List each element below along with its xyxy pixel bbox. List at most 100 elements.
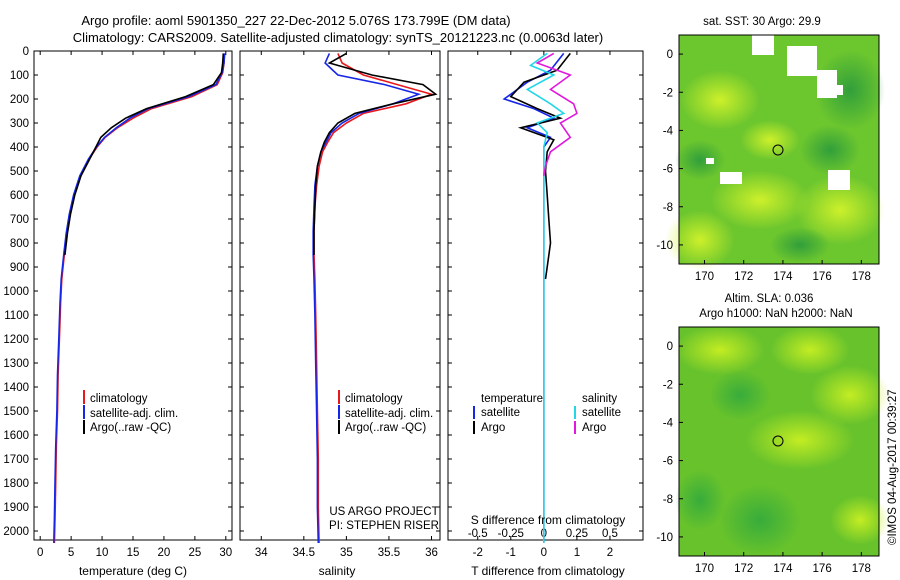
map-sla-subtitle: Argo h1000: NaN h2000: NaN — [699, 308, 852, 320]
map-x-tick-label: 176 — [813, 271, 832, 283]
x-tick-label: 35 — [340, 547, 353, 559]
legend-label-satellite: satellite-adj. clim. — [90, 408, 178, 420]
y-tick-label: 1100 — [4, 310, 29, 322]
y-tick-label: 1900 — [3, 502, 29, 514]
x-tick-label: 35.5 — [378, 547, 400, 559]
y-tick-label: 1200 — [3, 334, 29, 346]
y-tick-label: 400 — [10, 142, 29, 154]
map-y-tick-label: -6 — [663, 164, 673, 176]
difference-panel: -2 -1 0 1 2-0.5 -0.25 0 0.25 0.5 — [447, 50, 644, 559]
series-line — [313, 53, 435, 544]
y-tick-label: 100 — [10, 70, 29, 82]
y-tick-label: 1600 — [3, 430, 29, 442]
y-tick-label: 1700 — [3, 454, 29, 466]
difference-legend: temperature salinity satellite Argo sate… — [473, 393, 621, 434]
map-y-tick-label: 0 — [667, 341, 673, 353]
map-sst-float-marker — [772, 144, 784, 156]
plot-frame — [33, 50, 233, 541]
temperature-panel: 0100200300400500600700800900100011001200… — [3, 46, 233, 559]
header-title-line2: Climatology: CARS2009. Satellite-adjuste… — [73, 30, 603, 45]
y-tick-label: 800 — [10, 238, 29, 250]
map-y-tick-label: -2 — [663, 379, 673, 391]
temperature-legend: climatology satellite-adj. clim. Argo(..… — [83, 390, 178, 434]
map-y-tick-label: -4 — [663, 417, 674, 429]
legend-label-t-argo: Argo — [481, 422, 505, 434]
salinity-annotation-line1: US ARGO PROJECT — [329, 506, 438, 518]
series-line — [502, 52, 565, 543]
s-tick-label: 0.5 — [602, 528, 618, 540]
series-line — [64, 53, 225, 256]
map-sla: 170 172 174 176 178 0 -2 -4 -6 -8 -10 — [656, 325, 890, 575]
plot-frame — [447, 50, 644, 541]
map-sst-cloud-mask — [706, 35, 850, 190]
series-line — [53, 53, 226, 544]
map-y-tick-label: -10 — [656, 240, 673, 252]
y-tick-label: 500 — [10, 166, 29, 178]
map-x-tick-label: 170 — [695, 563, 714, 575]
series-line — [509, 52, 571, 280]
x-tick-label: 10 — [96, 547, 109, 559]
x-tick-label: 34.5 — [293, 547, 315, 559]
legend-label-argo: Argo(..raw -QC) — [90, 422, 171, 434]
y-tick-label: 1500 — [3, 406, 29, 418]
series-line — [535, 52, 578, 176]
map-y-tick-label: -4 — [663, 125, 674, 137]
x-tick-label: 5 — [68, 547, 74, 559]
y-tick-label: 700 — [10, 214, 29, 226]
x-tick-label: 36 — [425, 547, 438, 559]
s-tick-label: 0.25 — [566, 528, 588, 540]
legend-label-argo: Argo(..raw -QC) — [345, 422, 426, 434]
map-x-tick-label: 174 — [773, 563, 793, 575]
map-x-tick-label: 172 — [734, 563, 753, 575]
s-tick-label: -0.25 — [498, 528, 524, 540]
x-tick-label: 0 — [541, 547, 547, 559]
imos-timestamp: ©IMOS 04-Aug-2017 00:39:27 — [887, 389, 899, 545]
series-line — [525, 52, 566, 543]
legend-label-climatology: climatology — [90, 393, 148, 405]
legend-title-salinity: salinity — [582, 393, 617, 405]
y-tick-label: 1800 — [3, 478, 29, 490]
legend-label-climatology: climatology — [345, 393, 403, 405]
difference-xlabel: T difference from climatology — [471, 564, 625, 578]
x-tick-label: 2 — [607, 547, 613, 559]
legend-label-satellite: satellite-adj. clim. — [345, 408, 433, 420]
series-line — [312, 53, 422, 544]
map-y-tick-label: -2 — [663, 87, 673, 99]
x-tick-label: 34 — [255, 547, 268, 559]
x-tick-label: 25 — [188, 547, 201, 559]
legend-title-temperature: temperature — [481, 393, 543, 405]
map-y-tick-label: -10 — [656, 532, 673, 544]
y-tick-label: 1400 — [3, 382, 29, 394]
x-tick-label: 20 — [158, 547, 171, 559]
map-y-tick-label: -6 — [663, 456, 673, 468]
map-sst-title: sat. SST: 30 Argo: 29.9 — [703, 16, 821, 28]
legend-label-s-satellite: satellite — [582, 407, 621, 419]
x-tick-label: 0 — [37, 547, 43, 559]
y-tick-label: 200 — [10, 94, 29, 106]
x-tick-label: -1 — [506, 547, 516, 559]
plot-frame — [239, 50, 441, 541]
x-tick-label: 15 — [127, 547, 140, 559]
map-x-tick-label: 174 — [773, 271, 793, 283]
salinity-panel: 34 34.5 35 35.5 36 — [239, 50, 441, 559]
y-tick-label: 0 — [23, 46, 29, 58]
map-x-tick-label: 178 — [852, 271, 871, 283]
map-sla-title: Altim. SLA: 0.036 — [725, 293, 814, 305]
y-tick-label: 2000 — [3, 526, 29, 538]
map-sla-axes: 170 172 174 176 178 0 -2 -4 -6 -8 -10 — [656, 341, 871, 575]
series-line — [313, 52, 438, 255]
map-y-tick-label: 0 — [667, 49, 673, 61]
map-sst-axes: 170 172 174 176 178 0 -2 -4 -6 -8 -10 — [656, 49, 871, 283]
map-y-tick-label: -8 — [663, 202, 673, 214]
y-tick-label: 600 — [10, 190, 29, 202]
series-line — [53, 53, 226, 544]
header-title-line1: Argo profile: aoml 5901350_227 22-Dec-20… — [81, 13, 510, 28]
salinity-xlabel: salinity — [319, 564, 356, 578]
s-tick-label: -0.5 — [468, 528, 488, 540]
temperature-xlabel: temperature (deg C) — [79, 564, 187, 578]
map-sla-float-marker — [772, 435, 784, 447]
map-sla-texture — [675, 325, 890, 555]
legend-label-s-argo: Argo — [582, 422, 606, 434]
x-tick-label: 1 — [574, 547, 580, 559]
